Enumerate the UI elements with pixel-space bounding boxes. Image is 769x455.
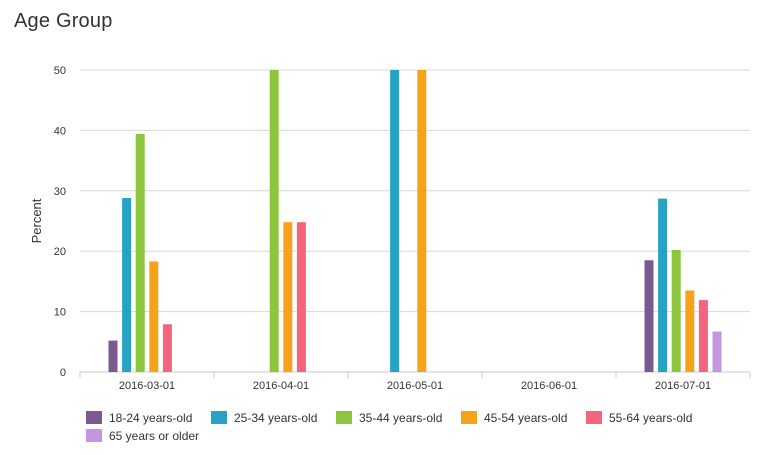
bar[interactable] [644, 260, 654, 372]
legend-swatch [586, 411, 602, 424]
bar[interactable] [283, 222, 293, 372]
y-tick-label: 20 [54, 246, 66, 258]
legend-item[interactable]: 65 years or older [86, 427, 211, 444]
legend-item[interactable]: 45-54 years-old [461, 409, 586, 426]
x-tick-label: 2016-05-01 [387, 380, 443, 392]
bar[interactable] [390, 70, 400, 372]
bar[interactable] [658, 198, 668, 372]
bar[interactable] [122, 198, 132, 372]
y-tick-label: 50 [54, 65, 66, 77]
x-tick-label: 2016-06-01 [521, 380, 577, 392]
legend-label: 18-24 years-old [109, 410, 193, 425]
x-tick-label: 2016-04-01 [253, 380, 309, 392]
legend-label: 35-44 years-old [359, 410, 443, 425]
bar[interactable] [296, 222, 306, 372]
legend-label: 65 years or older [109, 428, 200, 443]
y-tick-label: 40 [54, 125, 66, 137]
y-tick-label: 10 [54, 307, 66, 319]
bar[interactable] [162, 324, 172, 372]
y-tick-label: 30 [54, 186, 66, 198]
legend-swatch [86, 411, 102, 424]
legend-swatch [86, 429, 102, 442]
legend-item[interactable]: 35-44 years-old [336, 409, 461, 426]
y-tick-label: 0 [60, 367, 66, 379]
bar[interactable] [135, 134, 145, 372]
x-tick-label: 2016-03-01 [119, 380, 175, 392]
bar[interactable] [712, 331, 722, 372]
legend-item[interactable]: 25-34 years-old [211, 409, 336, 426]
chart-legend: 18-24 years-old 25-34 years-old 35-44 year… [86, 409, 726, 445]
bar[interactable] [417, 70, 427, 372]
bar[interactable] [149, 261, 159, 372]
bar[interactable] [269, 70, 279, 372]
legend-label: 25-34 years-old [234, 410, 318, 425]
bar[interactable] [108, 340, 118, 372]
bar[interactable] [671, 249, 681, 372]
x-tick-label: 2016-07-01 [655, 380, 711, 392]
legend-label: 55-64 years-old [609, 410, 693, 425]
legend-item[interactable]: 18-24 years-old [86, 409, 211, 426]
legend-swatch [336, 411, 352, 424]
legend-item[interactable]: 55-64 years-old [586, 409, 711, 426]
legend-swatch [461, 411, 477, 424]
legend-swatch [211, 411, 227, 424]
bar[interactable] [685, 290, 695, 372]
legend-label: 45-54 years-old [484, 410, 568, 425]
bar[interactable] [698, 300, 708, 372]
chart-title: Age Group [14, 10, 113, 32]
y-axis-title: Percent [29, 198, 44, 243]
